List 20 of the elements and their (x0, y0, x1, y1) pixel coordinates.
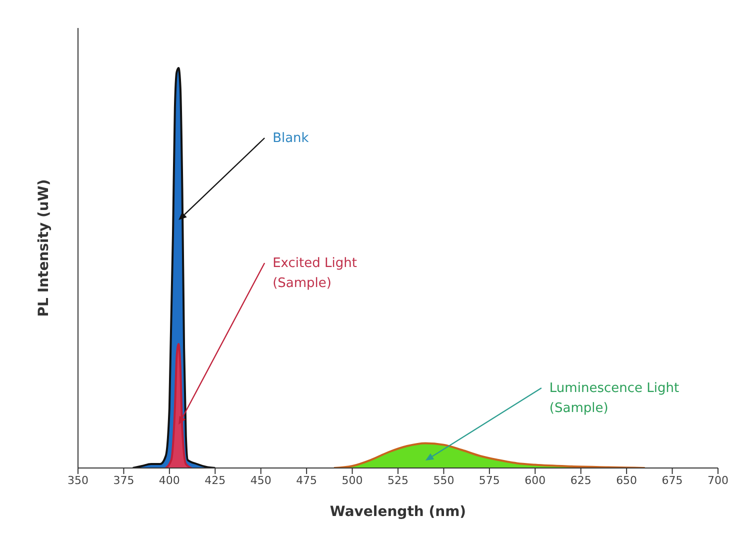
x-tick-label: 600 (524, 474, 546, 487)
x-tick-label: 400 (158, 474, 180, 487)
y-axis-title: PL Intensity (uW) (36, 179, 52, 317)
x-tick-label: 575 (478, 474, 500, 487)
x-tick-label: 550 (433, 474, 454, 487)
x-tick-label: 650 (616, 474, 638, 487)
x-tick-label: 675 (662, 474, 683, 487)
x-tick-label: 375 (113, 474, 134, 487)
x-tick-label: 475 (296, 474, 318, 487)
x-tick-label: 350 (68, 474, 88, 487)
x-tick-label: 625 (570, 474, 592, 487)
x-tick-label: 500 (342, 474, 363, 487)
text: Excited Light (Sample) (272, 256, 357, 291)
x-tick-label: 700 (708, 474, 728, 487)
text: Blank (272, 131, 310, 146)
x-tick-label: 525 (388, 474, 408, 487)
x-tick-label: 450 (250, 474, 272, 487)
text: Luminescence Light (Sample) (549, 381, 680, 416)
x-tick-label: 425 (204, 474, 226, 487)
x-axis-title: Wavelength (nm) (330, 504, 466, 520)
